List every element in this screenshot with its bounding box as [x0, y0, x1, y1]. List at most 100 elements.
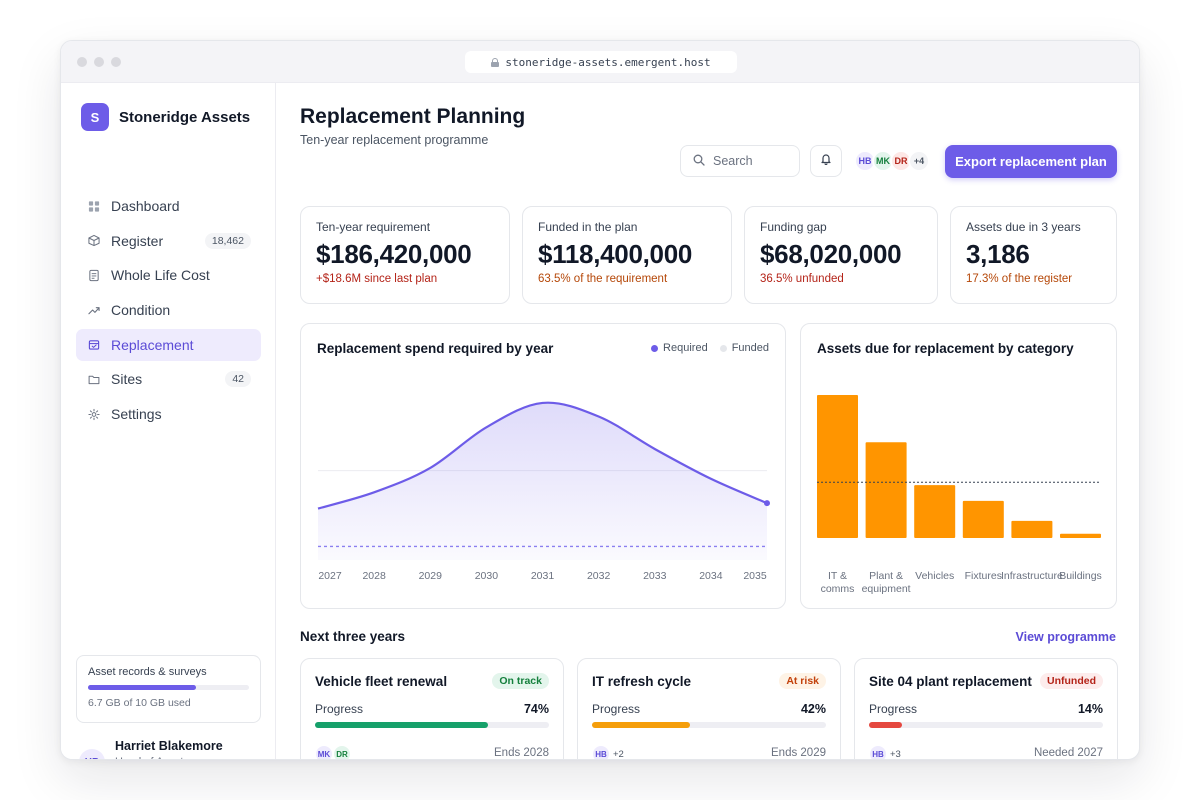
- x-tick-label: 2028: [362, 570, 386, 582]
- kpi-value: $68,020,000: [760, 239, 902, 269]
- sidebar-item-label: Replacement: [111, 336, 194, 353]
- brand[interactable]: S Stoneridge Assets: [81, 103, 250, 131]
- kpi-funded-in-plan: Funded in the plan $118,400,000 63.5% of…: [522, 206, 732, 304]
- bar[interactable]: [914, 485, 956, 538]
- storage-card: Asset records & surveys 6.7 GB of 10 GB …: [76, 655, 261, 723]
- project-team-avatars[interactable]: HB +3: [869, 745, 901, 759]
- more-collaborators-badge: +4: [908, 150, 930, 172]
- legend-item-funded[interactable]: Funded: [719, 342, 769, 354]
- required-point[interactable]: [764, 500, 770, 507]
- address-url: stoneridge-assets.emergent.host: [505, 55, 711, 69]
- bar[interactable]: [865, 442, 907, 538]
- user-profile[interactable]: HB Harriet Blakemore Head of Asset Manag…: [79, 739, 223, 759]
- x-tick-label: IT & comms: [821, 570, 855, 595]
- progress-bar: [592, 722, 826, 728]
- legend-label: Required: [663, 342, 708, 354]
- calendar-icon: [88, 339, 100, 351]
- folder-icon: [88, 373, 100, 385]
- legend-label: Funded: [731, 342, 769, 354]
- sidebar-item-label: Settings: [111, 406, 162, 423]
- sidebar-item-condition[interactable]: Condition: [76, 294, 261, 326]
- sidebar-item-label: Condition: [111, 302, 171, 319]
- bar[interactable]: [1060, 533, 1101, 538]
- x-tick-label: 2027: [318, 570, 342, 582]
- storage-bar: [88, 685, 249, 690]
- replacement-spend-chart-panel: Replacement spend required by year Requi…: [300, 323, 786, 609]
- project-team-avatars[interactable]: MK DR: [315, 745, 351, 759]
- kpi-note: 63.5% of the requirement: [538, 273, 668, 285]
- search-input[interactable]: Search: [680, 145, 800, 177]
- kpi-note: +$18.6M since last plan: [316, 273, 438, 285]
- project-title: Site 04 plant replacement: [869, 674, 1032, 689]
- bar[interactable]: [1011, 520, 1053, 538]
- progress-bar: [315, 722, 549, 728]
- document-icon: [88, 269, 100, 281]
- category-bar-chart-panel: Assets due for replacement by category I…: [800, 323, 1117, 609]
- kpi-label: Assets due in 3 years: [966, 220, 1081, 234]
- user-name: Harriet Blakemore: [115, 739, 223, 753]
- export-replacement-plan-button[interactable]: Export replacement plan: [945, 145, 1117, 178]
- x-tick-label: 2033: [643, 570, 667, 582]
- progress-label: Progress: [315, 702, 364, 716]
- main-content: Replacement Planning Ten-year replacemen…: [277, 83, 1139, 759]
- collaborator-avatars[interactable]: HB MK DR +4: [854, 150, 930, 172]
- kpi-value: 3,186: [966, 239, 1030, 269]
- sidebar-item-settings[interactable]: Settings: [76, 398, 261, 430]
- sidebar-item-dashboard[interactable]: Dashboard: [76, 190, 261, 222]
- project-card-site-04-plant-replacement[interactable]: Site 04 plant replacement Unfunded Progres…: [854, 658, 1118, 759]
- sidebar-item-count: 18,462: [204, 232, 251, 249]
- project-title: Vehicle fleet renewal: [315, 674, 448, 689]
- project-card-it-refresh-cycle[interactable]: IT refresh cycle At risk Progress 42% HB +2 En…: [577, 658, 841, 760]
- view-programme-link[interactable]: View programme: [1015, 630, 1116, 644]
- section-title: Next three years: [300, 629, 406, 644]
- box-icon: [88, 235, 100, 247]
- address-bar[interactable]: stoneridge-assets.emergent.host: [465, 51, 737, 73]
- x-tick-label: Plant & equipment: [862, 570, 911, 595]
- search-icon: [693, 154, 705, 169]
- x-tick-label: Infrastructure: [1001, 570, 1063, 582]
- browser-window: stoneridge-assets.emergent.host S Stoner…: [60, 40, 1140, 760]
- bar[interactable]: [817, 395, 858, 538]
- status-badge: Unfunded: [1040, 673, 1103, 689]
- sidebar-item-replacement[interactable]: Replacement: [76, 328, 261, 361]
- x-tick-label: 2029: [419, 570, 443, 582]
- x-tick-label: Vehicles: [915, 570, 954, 582]
- x-tick-label: Buildings: [1059, 570, 1102, 582]
- required-area-fill: [318, 402, 767, 560]
- kpi-assets-due: Assets due in 3 years 3,186 17.3% of the…: [950, 206, 1117, 304]
- chart-title: Replacement spend required by year: [317, 341, 554, 356]
- kpi-ten-year-requirement: Ten-year requirement $186,420,000 +$18.6…: [300, 206, 510, 304]
- progress-percent: 74%: [523, 702, 549, 716]
- project-card-vehicle-fleet-renewal[interactable]: Vehicle fleet renewal On track Progress 74%…: [300, 658, 564, 759]
- window-maximize-dot[interactable]: [111, 57, 121, 67]
- search-placeholder: Search: [713, 154, 753, 168]
- kpi-funding-gap: Funding gap $68,020,000 36.5% unfunded: [744, 206, 938, 304]
- brand-logo: S: [81, 103, 109, 131]
- sidebar-item-whole-life-cost[interactable]: Whole Life Cost: [76, 259, 261, 291]
- status-badge: On track: [492, 673, 549, 689]
- sidebar-item-register[interactable]: Register 18,462: [76, 225, 261, 257]
- project-date: Ends 2029: [771, 747, 826, 759]
- sidebar: S Stoneridge Assets Dashboard Register 18,…: [61, 83, 276, 759]
- bar[interactable]: [962, 500, 1004, 538]
- progress-bar-fill: [592, 722, 691, 728]
- project-team-avatars[interactable]: HB +2: [592, 745, 624, 760]
- progress-label: Progress: [869, 702, 918, 716]
- sidebar-item-label: Register: [111, 232, 164, 249]
- sidebar-item-label: Sites: [111, 371, 143, 388]
- x-tick-label: 2031: [531, 570, 555, 582]
- notifications-button[interactable]: [810, 145, 842, 177]
- progress-bar: [869, 722, 1103, 728]
- progress-percent: 42%: [800, 702, 826, 716]
- legend-swatch-funded: [719, 344, 727, 352]
- progress-bar-fill: [869, 722, 902, 728]
- window-close-dot[interactable]: [77, 57, 87, 67]
- window-minimize-dot[interactable]: [94, 57, 104, 67]
- legend-item-required[interactable]: Required: [651, 342, 708, 354]
- kpi-label: Funding gap: [760, 220, 827, 234]
- more-members-count: +2: [613, 748, 624, 760]
- area-chart: 2027 2028 2029 2030 2031 2032 2033 2034 2035: [317, 401, 770, 582]
- project-date: Ends 2028: [494, 747, 549, 759]
- legend-swatch-required: [651, 344, 659, 352]
- sidebar-item-sites[interactable]: Sites 42: [76, 363, 261, 395]
